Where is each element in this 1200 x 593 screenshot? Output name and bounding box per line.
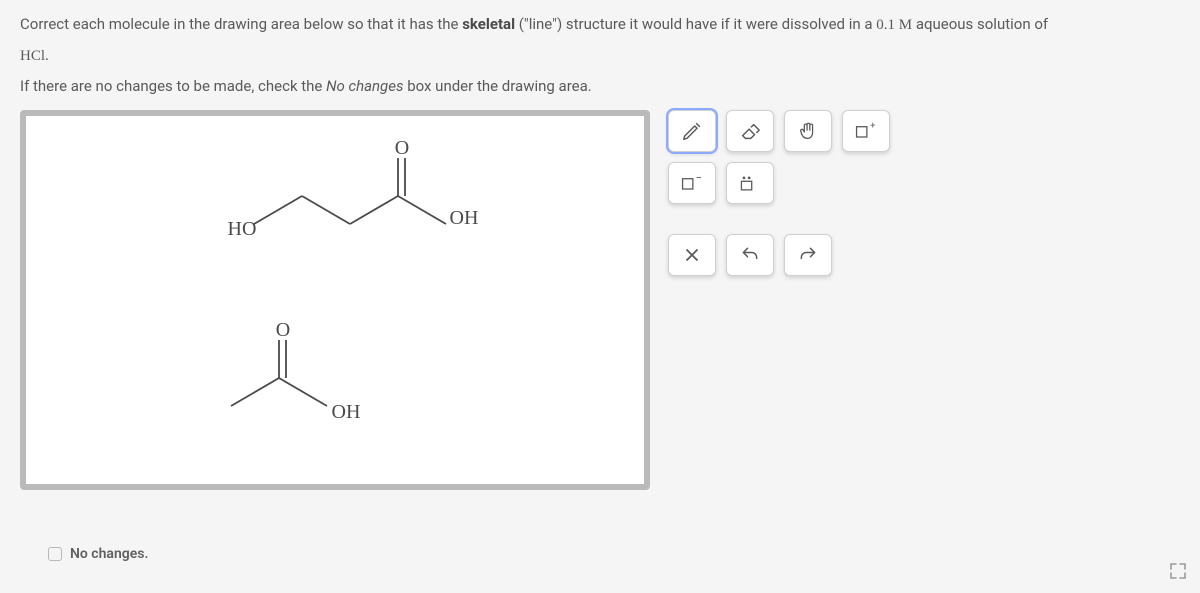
bond-line[interactable] (302, 196, 350, 224)
instr-text-c: aqueous solution of (916, 15, 1048, 33)
instr3-i: No changes (326, 77, 403, 95)
work-area: HO O OH O OH + − (20, 110, 1180, 490)
undo-icon (740, 245, 760, 265)
svg-text:+: + (870, 120, 875, 131)
checkbox-box[interactable] (48, 547, 62, 561)
redo-button[interactable] (784, 234, 832, 276)
bond-line[interactable] (350, 196, 398, 224)
instr-text-a: Correct each molecule in the drawing are… (20, 15, 462, 33)
instr-text-b: ("line") structure it would have if it w… (519, 15, 876, 33)
tool-row-2: − (668, 162, 890, 204)
close-icon (684, 247, 700, 263)
no-changes-label: No changes. (70, 543, 148, 565)
undo-button[interactable] (726, 234, 774, 276)
clear-button[interactable] (668, 234, 716, 276)
instr-hcl: HCl. (20, 48, 49, 64)
tool-row-3 (668, 234, 890, 276)
bond-line[interactable] (231, 378, 279, 406)
plus-charge-button[interactable]: + (842, 110, 890, 152)
instr-text-bold: skeletal (462, 15, 515, 33)
instruction-line-2: HCl. (20, 43, 1180, 68)
atom-label[interactable]: O (276, 314, 290, 346)
hand-icon (797, 120, 819, 142)
instr3-b: box under the drawing area. (407, 77, 592, 95)
instruction-line-1: Correct each molecule in the drawing are… (20, 12, 1180, 37)
minus-charge-button[interactable]: − (668, 162, 716, 204)
svg-text:−: − (696, 172, 702, 184)
bond-line[interactable] (279, 378, 327, 406)
redo-icon (798, 245, 818, 265)
bond-line[interactable] (254, 196, 302, 224)
instr-concentration: 0.1 M (876, 17, 912, 33)
drawing-area[interactable]: HO O OH O OH (20, 110, 650, 490)
instr3-a: If there are no changes to be made, chec… (20, 77, 326, 95)
lone-pair-icon (738, 172, 762, 194)
no-changes-checkbox[interactable]: No changes. (48, 543, 148, 565)
atom-label[interactable]: OH (450, 202, 479, 234)
eraser-icon (739, 120, 761, 142)
atom-label[interactable]: HO (228, 213, 257, 245)
eraser-tool-button[interactable] (726, 110, 774, 152)
pencil-icon (681, 120, 703, 142)
instructions: Correct each molecule in the drawing are… (20, 12, 1180, 98)
plus-charge-icon: + (854, 120, 878, 142)
tool-row-1: + (668, 110, 890, 152)
pencil-tool-button[interactable] (668, 110, 716, 152)
atom-label[interactable]: O (395, 132, 409, 164)
bond-line[interactable] (398, 196, 446, 224)
instruction-line-3: If there are no changes to be made, chec… (20, 74, 1180, 98)
toolbox: + − (668, 110, 890, 276)
hand-tool-button[interactable] (784, 110, 832, 152)
minus-charge-icon: − (680, 172, 704, 194)
atom-label[interactable]: OH (332, 396, 361, 428)
molecule-canvas[interactable] (26, 116, 644, 484)
enlarge-icon (1169, 562, 1187, 580)
enlarge-button[interactable] (1166, 559, 1190, 583)
lone-pair-button[interactable] (726, 162, 774, 204)
